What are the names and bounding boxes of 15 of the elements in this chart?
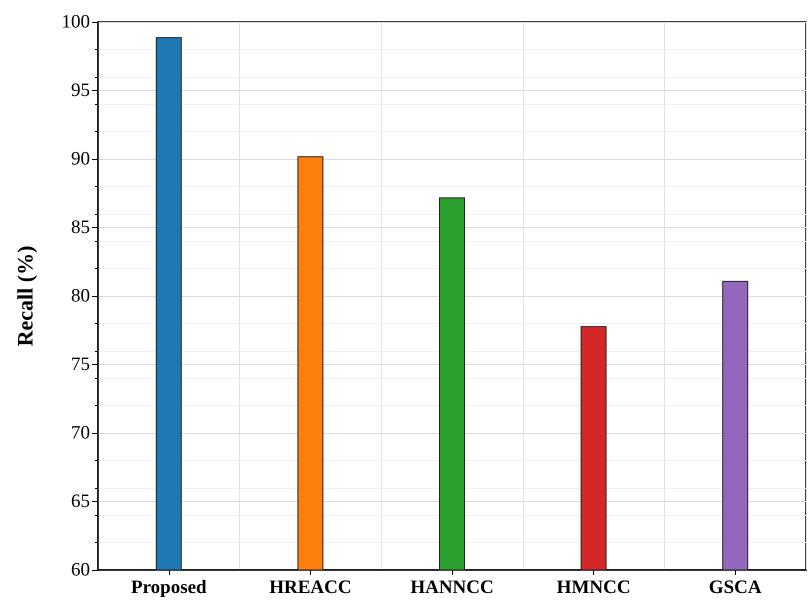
x-tick-label: Proposed xyxy=(130,577,208,598)
x-tick-label: GSCA xyxy=(708,577,762,598)
y-tick-label: 90 xyxy=(71,148,90,170)
y-axis-title: Recall (%) xyxy=(12,246,38,346)
y-tick-label: 80 xyxy=(71,286,90,306)
y-tick-label: 100 xyxy=(62,12,90,32)
x-tick-label: HREACC xyxy=(269,577,352,598)
y-tick-label: 85 xyxy=(71,217,90,238)
x-tick-label: HANNCC xyxy=(410,577,494,598)
y-tick-label: 75 xyxy=(71,354,90,375)
y-tick-label: 95 xyxy=(71,80,90,101)
y-tick-label: 60 xyxy=(71,560,90,580)
y-tick-label: 65 xyxy=(71,491,90,512)
x-tick-label: HMNCC xyxy=(556,577,631,598)
y-tick-label: 70 xyxy=(71,422,90,444)
